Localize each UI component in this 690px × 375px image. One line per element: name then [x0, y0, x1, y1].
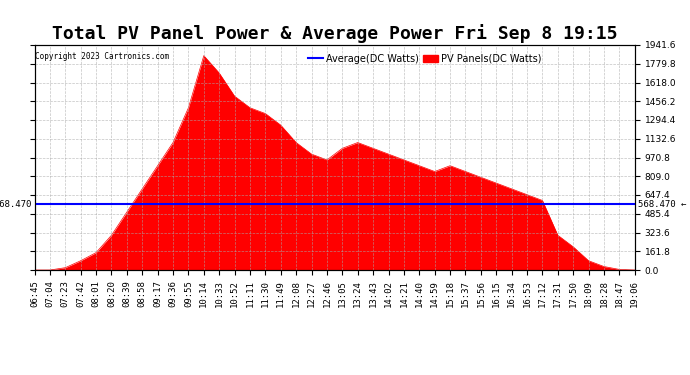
- Title: Total PV Panel Power & Average Power Fri Sep 8 19:15: Total PV Panel Power & Average Power Fri…: [52, 24, 618, 44]
- Text: Copyright 2023 Cartronics.com: Copyright 2023 Cartronics.com: [35, 52, 169, 61]
- Legend: Average(DC Watts), PV Panels(DC Watts): Average(DC Watts), PV Panels(DC Watts): [304, 50, 545, 68]
- Text: 568.470 ←: 568.470 ←: [638, 200, 686, 208]
- Text: → 568.470: → 568.470: [0, 200, 32, 208]
